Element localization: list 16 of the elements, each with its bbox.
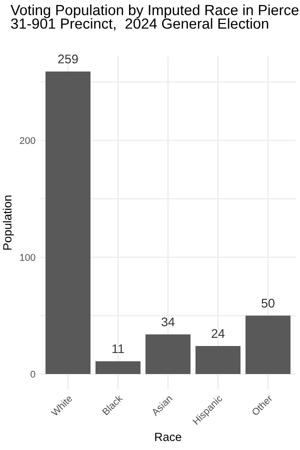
y-axis-title: Population (2, 196, 14, 250)
data-label: 11 (112, 344, 124, 354)
bar (246, 316, 290, 374)
bar (96, 361, 140, 374)
data-label: 34 (162, 317, 175, 326)
bar (146, 334, 190, 374)
x-axis-title: Race (155, 432, 182, 442)
bar (46, 71, 90, 374)
data-label: 50 (262, 298, 274, 308)
chart-title: Voting Population by Imputed Race in Pierce 31-901 Precinct, 2024 General Election (10, 4, 298, 31)
data-label: 24 (212, 329, 225, 338)
data-label: 259 (58, 54, 78, 64)
y-tick-label: 0 (30, 370, 36, 378)
y-tick-label: 100 (20, 254, 36, 261)
bar (196, 346, 240, 374)
y-tick-label: 200 (20, 137, 36, 144)
